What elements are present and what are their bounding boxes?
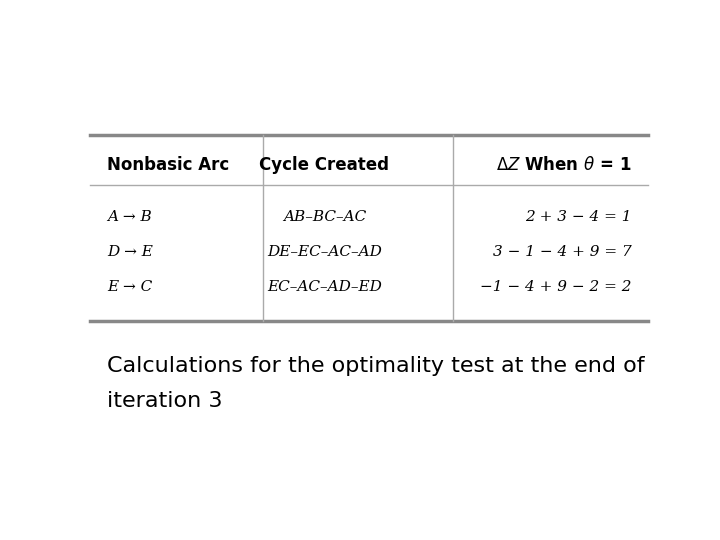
Text: 2 + 3 − 4 = 1: 2 + 3 − 4 = 1: [525, 210, 631, 224]
Text: −1 − 4 + 9 − 2 = 2: −1 − 4 + 9 − 2 = 2: [480, 280, 631, 294]
Text: DE–EC–AC–AD: DE–EC–AC–AD: [267, 245, 382, 259]
Text: 3 − 1 − 4 + 9 = 7: 3 − 1 − 4 + 9 = 7: [492, 245, 631, 259]
Text: Calculations for the optimality test at the end of: Calculations for the optimality test at …: [107, 356, 644, 376]
Text: D → E: D → E: [107, 245, 153, 259]
Text: E → C: E → C: [107, 280, 152, 294]
Text: iteration 3: iteration 3: [107, 391, 222, 411]
Text: EC–AC–AD–ED: EC–AC–AD–ED: [267, 280, 382, 294]
Text: A → B: A → B: [107, 210, 151, 224]
Text: AB–BC–AC: AB–BC–AC: [283, 210, 366, 224]
Text: $\Delta Z$ When $\theta$ = 1: $\Delta Z$ When $\theta$ = 1: [495, 156, 631, 173]
Text: Cycle Created: Cycle Created: [259, 156, 390, 173]
Text: Nonbasic Arc: Nonbasic Arc: [107, 156, 229, 173]
